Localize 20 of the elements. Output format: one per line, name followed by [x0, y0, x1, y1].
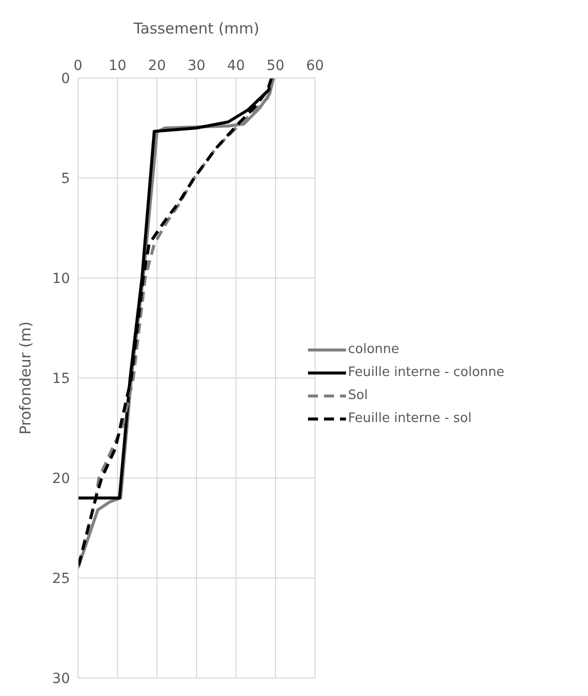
x-tick-label: 20 [148, 58, 166, 74]
x-tick-label: 30 [188, 58, 206, 74]
legend-label: Feuille interne - sol [348, 411, 472, 426]
y-tick-label: 10 [52, 270, 70, 287]
y-tick-label: 25 [52, 570, 70, 587]
y-axis-title: Profondeur (m) [16, 321, 34, 435]
x-tick-label: 50 [266, 58, 284, 74]
x-tick-label: 60 [306, 58, 324, 74]
legend-label: Feuille interne - colonne [348, 365, 504, 380]
y-tick-label: 5 [61, 170, 70, 187]
y-tick-label: 30 [52, 670, 70, 687]
legend-label: colonne [348, 342, 400, 357]
y-tick-label: 20 [52, 470, 70, 487]
x-tick-label: 10 [108, 58, 126, 74]
legend-label: Sol [348, 388, 368, 403]
x-tick-label: 40 [227, 58, 245, 74]
y-tick-label: 15 [52, 370, 70, 387]
y-tick-label: 0 [61, 70, 70, 87]
x-axis-title: Tassement (mm) [132, 20, 260, 38]
x-tick-label: 0 [74, 58, 82, 74]
